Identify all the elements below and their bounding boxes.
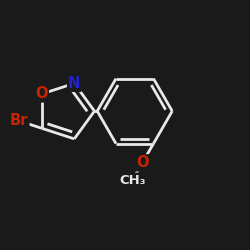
Text: Br: Br [10, 114, 29, 128]
Text: O: O [136, 155, 148, 170]
Text: CH₃: CH₃ [119, 174, 146, 187]
Text: N: N [68, 76, 80, 91]
Text: O: O [36, 86, 48, 102]
